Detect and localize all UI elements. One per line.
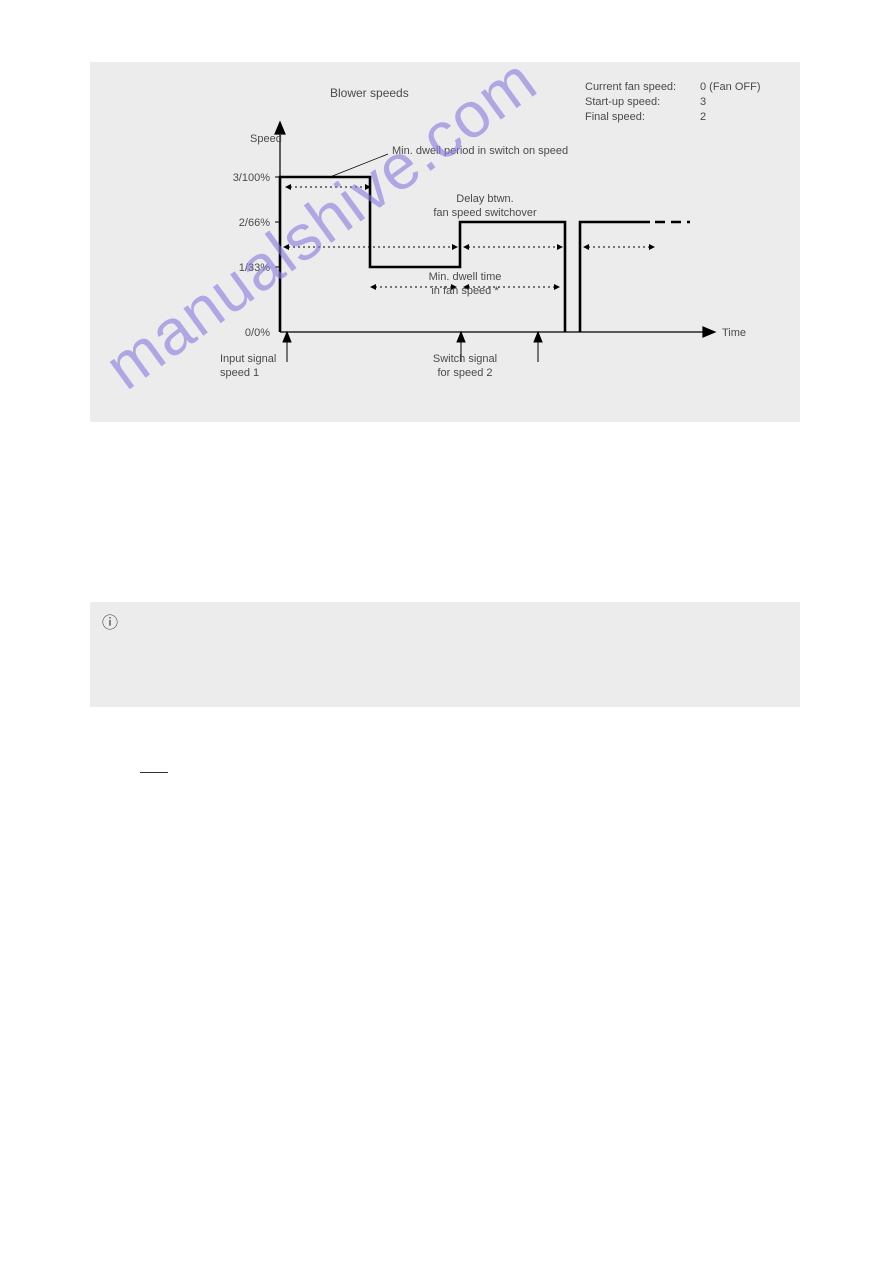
anno-switch-signal-l1: Switch signal [433,353,497,365]
ytick-2: 2/66% [239,217,270,229]
step-line-second [580,222,650,332]
ytick-1: 1/33% [239,262,270,274]
legend-label-0: Current fan speed: [585,81,676,93]
anno-min-dwell-fan-l2: in fan speed * [431,285,499,297]
callout-line [330,154,388,177]
legend-label-2: Final speed: [585,111,645,123]
info-note-box: ⓘ [90,602,800,707]
anno-input-signal-l1: Input signal [220,353,276,365]
blower-chart-svg: Blower speeds Current fan speed: 0 (Fan … [90,62,800,422]
y-tick-labels: 3/100% 2/66% 1/33% 0/0% [233,172,271,339]
x-axis-label: Time [722,327,746,339]
legend-value-1: 3 [700,96,706,108]
info-icon: ⓘ [102,612,118,635]
ytick-3: 3/100% [233,172,271,184]
legend-label-1: Start-up speed: [585,96,660,108]
figure-legend: Current fan speed: 0 (Fan OFF) Start-up … [585,81,761,123]
anno-delay-between-l1: Delay btwn. [456,193,513,205]
anno-min-dwell-fan-l1: Min. dwell time [429,271,502,283]
legend-value-2: 2 [700,111,706,123]
page: Blower speeds Current fan speed: 0 (Fan … [0,0,893,1263]
legend-value-0: 0 (Fan OFF) [700,81,761,93]
anno-switch-signal-l2: for speed 2 [437,367,492,379]
small-rule [140,772,168,773]
step-line-main [280,177,565,332]
anno-delay-between-l2: fan speed switchover [433,207,537,219]
ytick-0: 0/0% [245,327,270,339]
blower-speed-figure: Blower speeds Current fan speed: 0 (Fan … [90,62,800,422]
figure-title: Blower speeds [330,86,409,100]
anno-input-signal-l2: speed 1 [220,367,259,379]
anno-min-dwell-switchon: Min. dwell period in switch on speed [392,145,568,157]
y-axis-label: Speed [250,133,282,145]
event-arrows [283,332,542,362]
